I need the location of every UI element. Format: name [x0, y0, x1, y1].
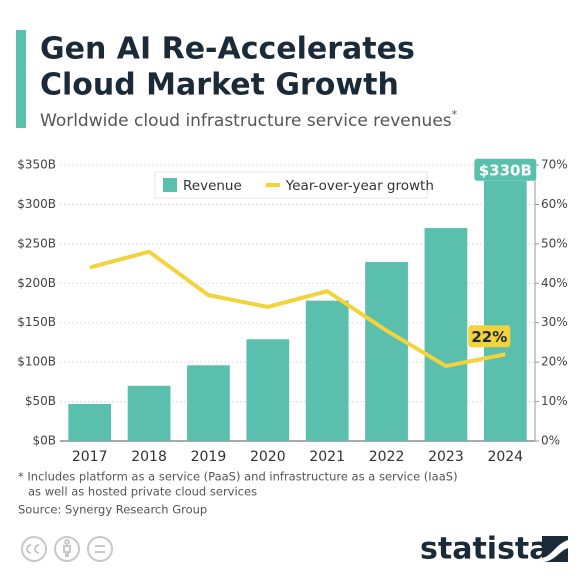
x-tick-label: 2024	[487, 449, 523, 465]
y2-tick-label: 10%	[541, 394, 568, 408]
bar	[68, 403, 112, 441]
y2-tick-label: 40%	[541, 276, 568, 290]
y2-tick-label: 0%	[541, 434, 560, 448]
bar	[365, 261, 408, 441]
x-tick-label: 2018	[131, 449, 167, 465]
legend-box	[154, 171, 428, 199]
y-tick-label: $100B	[17, 355, 56, 369]
y2-tick-label: 70%	[541, 158, 568, 172]
subtitle-text: Worldwide cloud infrastructure service r…	[40, 111, 452, 131]
x-tick-label: 2023	[428, 449, 464, 465]
brand-icon	[542, 536, 568, 562]
legend-swatch	[163, 178, 177, 192]
legend-label: Year-over-year growth	[285, 178, 434, 194]
note: * Includes platform as a service (PaaS) …	[18, 470, 458, 484]
chart-title: Gen AI Re-Accelerates	[40, 32, 415, 67]
bar	[187, 365, 230, 441]
y-tick-label: $150B	[17, 315, 56, 329]
y2-tick-label: 20%	[541, 355, 568, 369]
subtitle-mark: *	[452, 108, 458, 121]
bar	[246, 339, 290, 441]
y-tick-label: $50B	[25, 394, 56, 408]
y-tick-label: $300B	[17, 197, 56, 211]
x-tick-label: 2020	[250, 449, 286, 465]
x-tick-label: 2021	[309, 449, 345, 465]
line	[89, 249, 506, 369]
x-tick-label: 2017	[72, 449, 108, 465]
y2-tick-label: 50%	[541, 236, 568, 250]
y2-tick-label: 30%	[541, 315, 568, 329]
y2-tick-label: 60%	[541, 197, 568, 211]
bar	[305, 300, 349, 441]
bar	[127, 385, 171, 441]
bar	[483, 180, 527, 441]
y-tick-label: $200B	[17, 276, 56, 290]
source: Source: Synergy Research Group	[18, 503, 207, 517]
legend-label: Revenue	[183, 178, 242, 194]
x-tick-label: 2022	[369, 449, 405, 465]
bar	[424, 228, 468, 441]
bar-label-box	[474, 158, 537, 181]
chart-title: Cloud Market Growth	[40, 68, 399, 103]
note: as well as hosted private cloud services	[28, 485, 257, 499]
x-tick-label: 2019	[191, 449, 227, 465]
brand: statista	[420, 532, 550, 567]
chart-subtitle: Worldwide cloud infrastructure service r…	[40, 108, 458, 131]
license-icons	[21, 536, 113, 562]
y-tick-label: $0B	[32, 434, 56, 448]
y-tick-label: $350B	[17, 158, 56, 172]
bar-label: $330B	[479, 161, 532, 179]
title-accent	[16, 30, 26, 128]
line-label-box	[468, 325, 511, 348]
y-tick-label: $250B	[17, 236, 56, 250]
line-label: 22%	[471, 328, 507, 346]
